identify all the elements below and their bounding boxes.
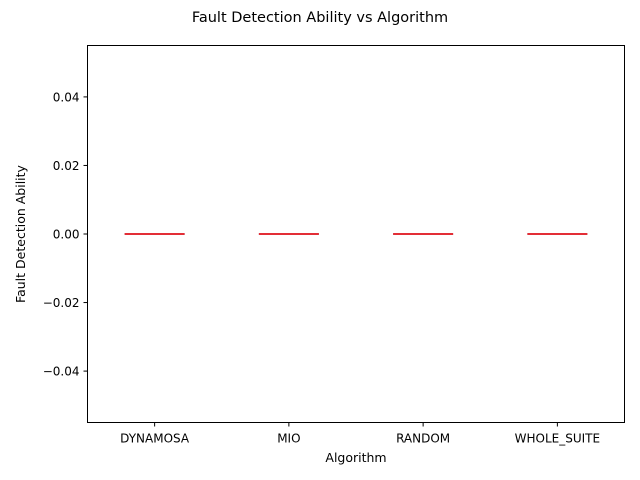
y-axis: −0.04 −0.02 0.00 0.02 0.04 [43,90,88,379]
x-tick-label: MIO [277,432,300,446]
y-axis-label: Fault Detection Ability [13,164,28,302]
y-tick-label: 0.00 [53,228,80,242]
y-tick-label: −0.02 [43,296,80,310]
chart-title: Fault Detection Ability vs Algorithm [192,10,448,26]
x-tick-label: WHOLE_SUITE [515,432,600,446]
y-tick-label: 0.02 [53,159,80,173]
x-tick-label: RANDOM [396,432,450,446]
x-axis: DYNAMOSA MIO RANDOM WHOLE_SUITE [120,422,600,446]
y-tick-label: 0.04 [53,90,80,104]
x-axis-label: Algorithm [325,450,386,465]
y-tick-label: −0.04 [43,365,80,379]
x-tick-label: DYNAMOSA [120,432,190,446]
